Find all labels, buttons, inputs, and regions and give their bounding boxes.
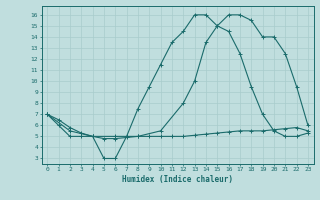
X-axis label: Humidex (Indice chaleur): Humidex (Indice chaleur): [122, 175, 233, 184]
